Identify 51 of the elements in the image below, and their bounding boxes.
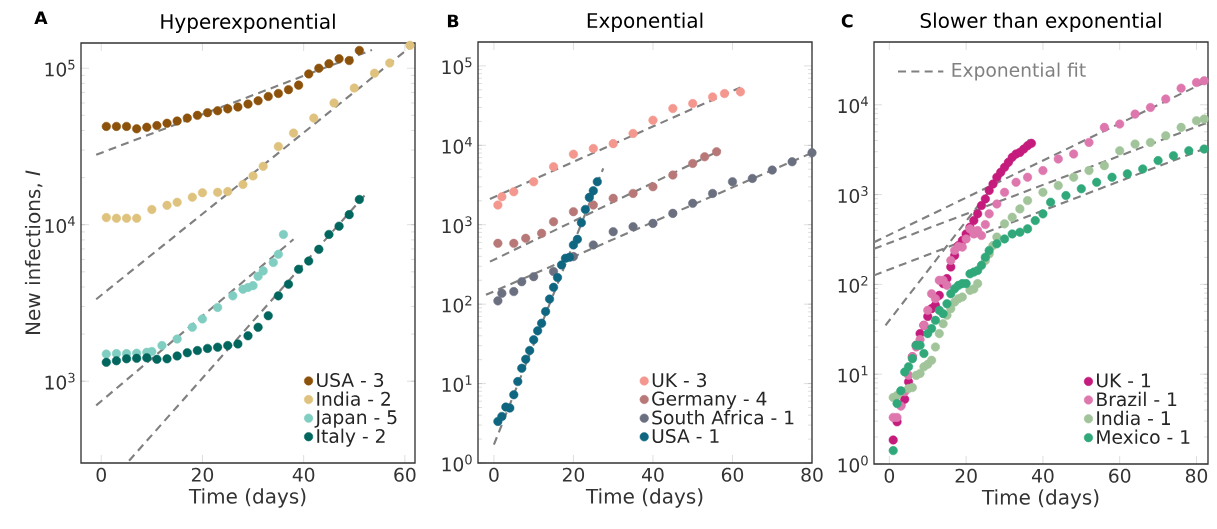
legend-label: Italy - 2 xyxy=(317,428,385,447)
x-tick-label: 40 xyxy=(292,467,315,482)
text: B xyxy=(447,14,459,28)
legend-label: UK - 1 xyxy=(1097,373,1151,388)
y-tick-label: 10$^{2}$ xyxy=(442,295,472,313)
y-tick-label: 10$^{0}$ xyxy=(442,454,472,472)
x-tick-label: 20 xyxy=(191,467,214,482)
y-tick-label: 10$^{0}$ xyxy=(838,455,868,473)
y-tick-label: 10$^{1}$ xyxy=(838,365,868,383)
x-tick-label: 60 xyxy=(1109,468,1131,483)
y-tick-label: 10$^{4}$ xyxy=(838,96,868,114)
y-tick-label: 10$^{3}$ xyxy=(838,186,868,204)
y-tick-label: 10$^{5}$ xyxy=(442,57,472,75)
y-tick-label: 10$^{3}$ xyxy=(45,372,75,390)
y-axis-title: New infections, I xyxy=(24,170,43,334)
legend-label: USA - 3 xyxy=(317,372,384,388)
y-tick-label: 10$^{4}$ xyxy=(45,216,75,234)
chart-title: Hyperexponential xyxy=(161,13,335,33)
x-tick-label: 40 xyxy=(642,467,664,482)
legend-label: Brazil - 1 xyxy=(1097,391,1177,407)
y-tick-label: 10$^{1}$ xyxy=(442,375,472,392)
legend-label: India - 1 xyxy=(1097,410,1170,426)
text: A xyxy=(34,11,48,25)
legend-label: Germany - 4 xyxy=(652,391,767,410)
y-tick-label: 10$^{3}$ xyxy=(442,216,472,234)
legend-label: Exponential fit xyxy=(952,62,1086,81)
x-tick-label: 0 xyxy=(96,467,106,482)
legend-label: UK - 3 xyxy=(652,373,707,388)
x-tick-label: 80 xyxy=(801,467,823,482)
chart-title: Exponential xyxy=(587,12,703,32)
x-axis-title: Time (days) xyxy=(188,488,306,508)
x-tick-label: 40 xyxy=(1031,468,1054,483)
y-tick-label: 10$^{2}$ xyxy=(838,275,868,293)
x-tick-label: 60 xyxy=(721,467,744,482)
legend-label: USA - 1 xyxy=(652,428,719,444)
x-tick-label: 20 xyxy=(562,467,585,482)
legend-label: India - 2 xyxy=(317,391,390,406)
x-tick-label: 80 xyxy=(1185,468,1208,483)
x-tick-label: 20 xyxy=(955,468,977,483)
y-tick-label: 10$^{4}$ xyxy=(442,136,472,154)
text: C xyxy=(841,14,853,28)
x-tick-label: 0 xyxy=(884,468,895,483)
x-tick-label: 60 xyxy=(394,467,416,482)
legend-label: Japan - 5 xyxy=(314,410,397,428)
x-axis-title: Time (days) xyxy=(585,488,703,508)
y-tick-label: 10$^{5}$ xyxy=(45,59,75,77)
legend-label: Mexico - 1 xyxy=(1097,429,1190,445)
legend-label: South Africa - 1 xyxy=(652,410,794,425)
x-axis-title: Time (days) xyxy=(981,489,1099,509)
x-tick-label: 0 xyxy=(489,467,499,482)
chart-title: Slower than exponential xyxy=(920,12,1161,32)
